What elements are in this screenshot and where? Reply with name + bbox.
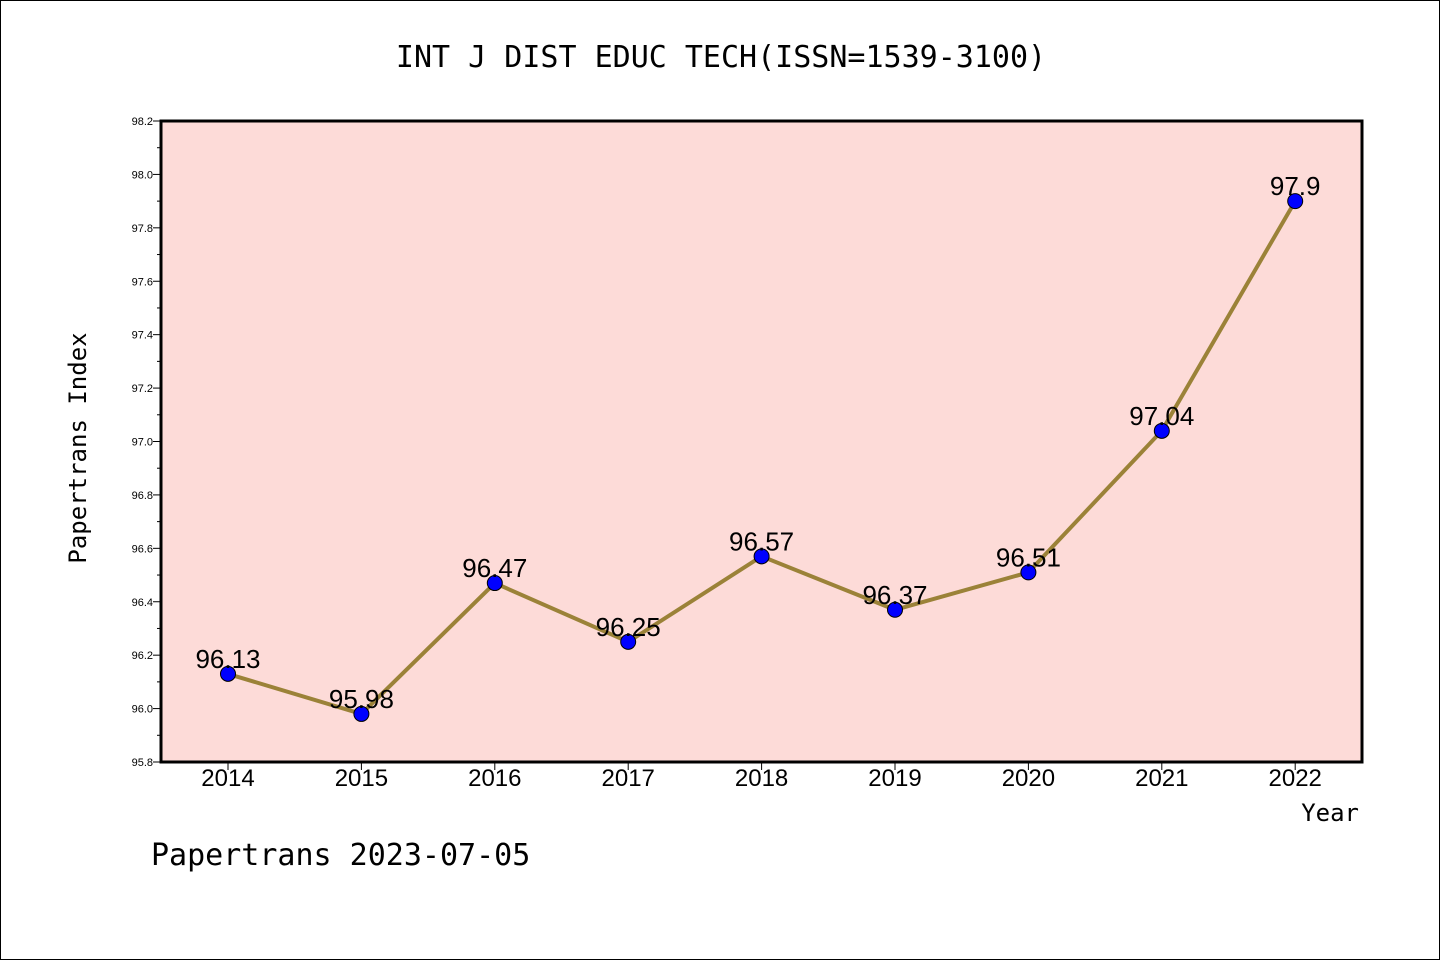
x-tick-label: 2022 (1269, 765, 1322, 792)
y-axis-label: Papertrans Index (64, 332, 92, 563)
x-tick-label: 2018 (735, 765, 788, 792)
x-tick-label: 2014 (201, 765, 254, 792)
y-tick-label: 97.8 (132, 223, 153, 235)
x-tick-label: 2021 (1135, 765, 1188, 792)
chart-title: INT J DIST EDUC TECH(ISSN=1539-3100) (396, 40, 1046, 75)
data-label-2015: 95.98 (329, 684, 394, 714)
data-point-2022 (1287, 193, 1304, 210)
data-point-2015 (353, 705, 370, 722)
data-point-2019 (887, 601, 903, 618)
x-tick-label: 2016 (468, 765, 521, 792)
y-tick-label: 97.2 (132, 383, 153, 395)
data-label-2016: 96.47 (462, 553, 527, 583)
y-tick-label: 97.6 (132, 276, 153, 288)
x-axis: 2014 2015 2016 2017 2018 2019 2020 2021 2022 (201, 762, 1322, 792)
footer-credit: Papertrans 2023-07-05 (151, 838, 530, 873)
data-label-2014: 96.13 (195, 644, 260, 674)
data-point-2021 (1153, 422, 1170, 439)
data-point-2018 (753, 548, 770, 565)
y-tick-label: 98.0 (132, 169, 153, 181)
data-label-2017: 96.25 (596, 612, 661, 642)
plot-area (161, 121, 1362, 762)
data-label-2021: 97.04 (1129, 401, 1194, 431)
y-tick-label: 97.4 (132, 330, 153, 342)
x-tick-label: 2020 (1002, 765, 1055, 792)
x-tick-label: 2017 (602, 765, 655, 792)
data-points (220, 193, 1304, 722)
y-tick-label: 97.0 (132, 437, 153, 449)
y-tick-label: 96.6 (132, 543, 153, 555)
y-axis: 95.8 96.0 96.2 96.4 96.6 96.8 97.0 97.2 97.4 97.6… (132, 116, 161, 769)
data-point-2016 (486, 575, 503, 592)
data-point-2020 (1020, 564, 1037, 581)
x-tick-label: 2019 (868, 765, 921, 792)
y-tick-label: 96.0 (132, 704, 153, 716)
x-tick-label: 2015 (335, 765, 388, 792)
data-label-2020: 96.51 (996, 542, 1061, 572)
data-point-2014 (220, 665, 236, 682)
x-axis-label: Year (1301, 799, 1359, 827)
data-label-2018: 96.57 (729, 526, 794, 556)
y-tick-label: 96.2 (132, 650, 153, 662)
y-tick-label: 95.8 (132, 757, 153, 769)
data-labels: 96.13 95.98 96.47 96.25 96.57 96.37 96.51 97.04… (195, 171, 1320, 714)
y-tick-label: 96.8 (132, 490, 153, 502)
y-tick-label: 98.2 (132, 116, 153, 128)
data-point-2017 (620, 633, 637, 650)
data-label-2022: 97.9 (1270, 171, 1321, 201)
plot-border (159, 119, 1364, 764)
y-tick-label: 96.4 (132, 597, 153, 609)
data-label-2019: 96.37 (862, 580, 927, 610)
